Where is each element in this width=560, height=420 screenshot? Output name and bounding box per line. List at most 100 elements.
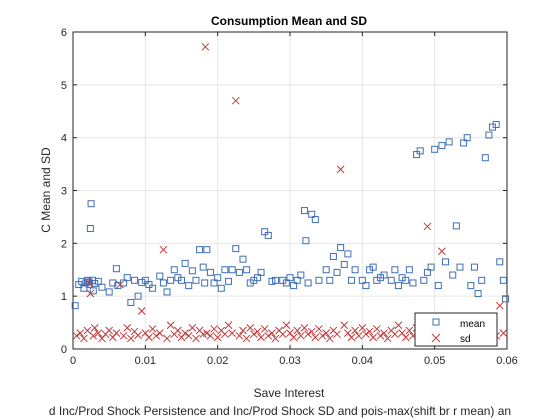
sd-point bbox=[94, 329, 103, 338]
mean-point bbox=[94, 277, 102, 285]
sd-point bbox=[347, 333, 356, 342]
y-tick-label: 2 bbox=[61, 238, 67, 250]
mean-point bbox=[83, 276, 91, 284]
mean-point bbox=[141, 276, 149, 284]
mean-point bbox=[452, 222, 460, 230]
mean-point bbox=[293, 276, 301, 284]
sd-point bbox=[188, 324, 197, 332]
sd-point bbox=[105, 326, 114, 335]
sd-point bbox=[394, 321, 403, 330]
mean-point bbox=[434, 282, 442, 290]
sd-point bbox=[438, 247, 446, 256]
mean-point bbox=[297, 271, 305, 279]
mean-point bbox=[257, 268, 265, 276]
mean-point bbox=[188, 267, 196, 275]
sd-point bbox=[224, 321, 233, 330]
mean-point bbox=[311, 216, 319, 224]
sd-point bbox=[134, 331, 142, 340]
mean-point bbox=[344, 250, 352, 258]
mean-point bbox=[221, 266, 229, 274]
sd-point bbox=[322, 329, 331, 338]
sd-point bbox=[278, 330, 287, 339]
sd-point bbox=[304, 330, 312, 339]
legend-mean-label: mean bbox=[460, 319, 485, 330]
sd-point bbox=[210, 325, 218, 333]
mean-point bbox=[445, 138, 453, 146]
mean-point bbox=[326, 276, 334, 284]
mean-point bbox=[199, 263, 207, 271]
mean-point bbox=[167, 276, 175, 284]
sd-point bbox=[228, 329, 236, 338]
mean-point bbox=[228, 266, 236, 274]
sd-point bbox=[401, 333, 410, 342]
mean-point bbox=[232, 245, 240, 253]
sd-point bbox=[300, 324, 309, 332]
figure-caption: d Inc/Prod Shock Persistence and Inc/Pro… bbox=[49, 404, 511, 418]
sd-point bbox=[116, 280, 124, 289]
mean-point bbox=[420, 276, 428, 284]
mean-point bbox=[149, 284, 157, 292]
sd-point bbox=[391, 330, 399, 339]
legend-mean-marker bbox=[432, 318, 440, 326]
mean-point bbox=[492, 120, 500, 128]
sd-point bbox=[89, 331, 98, 340]
mean-point bbox=[156, 272, 164, 280]
sd-point bbox=[213, 333, 222, 342]
mean-point bbox=[431, 145, 439, 153]
sd-point bbox=[423, 222, 432, 231]
mean-point bbox=[163, 288, 171, 296]
mean-point bbox=[286, 274, 294, 282]
sd-point bbox=[264, 331, 273, 340]
sd-point bbox=[202, 329, 211, 338]
sd-point bbox=[307, 327, 316, 336]
y-axis-label: C Mean and SD bbox=[39, 147, 53, 233]
mean-point bbox=[264, 231, 272, 239]
mean-point bbox=[261, 228, 269, 236]
sd-point bbox=[495, 301, 504, 310]
sd-point bbox=[260, 325, 269, 333]
sd-point bbox=[318, 331, 327, 340]
sd-point bbox=[383, 334, 392, 343]
mean-point bbox=[127, 299, 135, 307]
sd-point bbox=[293, 326, 302, 335]
y-tick-label: 1 bbox=[61, 291, 67, 303]
sd-point bbox=[159, 245, 168, 254]
sd-point bbox=[127, 334, 135, 343]
sd-point bbox=[340, 321, 349, 330]
y-tick-label: 5 bbox=[61, 80, 67, 92]
sd-point bbox=[239, 326, 247, 335]
mean-point bbox=[80, 284, 88, 292]
legend-box bbox=[414, 312, 498, 347]
mean-point bbox=[159, 279, 167, 287]
sd-point bbox=[72, 331, 81, 340]
sd-point bbox=[315, 325, 323, 333]
axis-ticks: 0 0.01 0.02 0.03 0.04 0.05 0.06 0 1 2 3 4 5 6 bbox=[61, 27, 518, 367]
sd-point bbox=[90, 324, 99, 332]
mean-point bbox=[442, 258, 450, 266]
mean-point bbox=[253, 274, 261, 282]
mean-point bbox=[499, 276, 507, 284]
mean-point bbox=[423, 268, 431, 276]
sd-point bbox=[86, 289, 95, 298]
sd-point bbox=[249, 330, 258, 339]
mean-point bbox=[105, 288, 113, 296]
sd-point bbox=[336, 165, 345, 174]
mean-point bbox=[217, 284, 225, 292]
mean-point bbox=[170, 266, 178, 274]
sd-point bbox=[155, 329, 164, 338]
sd-point bbox=[137, 307, 146, 315]
mean-point bbox=[362, 282, 370, 290]
mean-point bbox=[304, 279, 312, 287]
sd-point bbox=[166, 321, 175, 330]
sd-point bbox=[152, 331, 161, 340]
sd-point bbox=[119, 331, 128, 340]
mean-point bbox=[302, 237, 310, 245]
mean-point bbox=[185, 282, 193, 290]
mean-point bbox=[201, 279, 209, 287]
sd-point bbox=[380, 329, 388, 338]
mean-point bbox=[192, 276, 200, 284]
x-tick-label: 0.02 bbox=[207, 355, 228, 367]
sd-point bbox=[271, 334, 280, 343]
sd-point bbox=[376, 331, 385, 340]
